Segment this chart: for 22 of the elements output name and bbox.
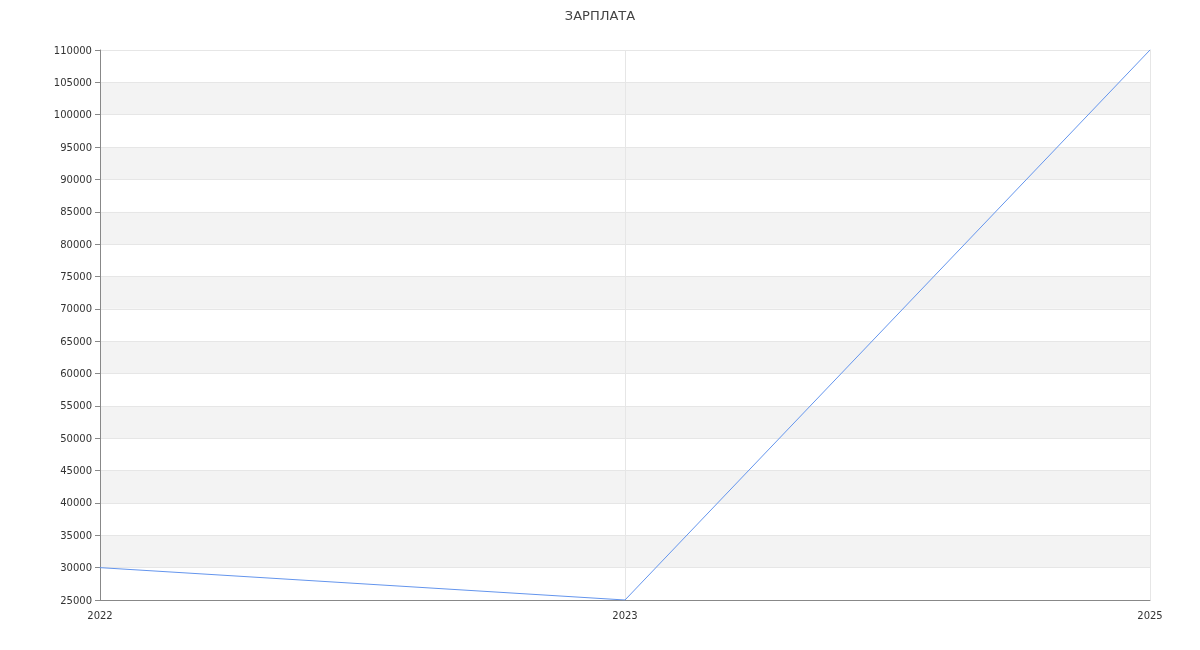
y-tick-label: 25000 xyxy=(60,594,92,606)
y-tick-label: 60000 xyxy=(60,368,92,380)
y-tick-label: 90000 xyxy=(60,173,92,185)
y-tick-label: 40000 xyxy=(60,497,92,509)
y-tick-label: 70000 xyxy=(60,303,92,315)
chart-title: ЗАРПЛАТА xyxy=(564,8,636,23)
y-tick-label: 35000 xyxy=(60,529,92,541)
y-tick-label: 75000 xyxy=(60,270,92,282)
y-tick-label: 110000 xyxy=(53,44,92,56)
y-tick-label: 80000 xyxy=(60,238,92,250)
y-tick-label: 45000 xyxy=(60,465,92,477)
y-tick-label: 85000 xyxy=(60,206,92,218)
y-tick-label: 30000 xyxy=(60,562,92,574)
y-tick-label: 100000 xyxy=(53,109,92,121)
x-tick-label: 2023 xyxy=(612,609,638,621)
x-tick-label: 2025 xyxy=(1137,609,1163,621)
x-tick-label: 2022 xyxy=(87,609,113,621)
y-tick-label: 95000 xyxy=(60,141,92,153)
y-tick-label: 50000 xyxy=(60,432,92,444)
y-tick-label: 65000 xyxy=(60,335,92,347)
y-tick-label: 55000 xyxy=(60,400,92,412)
y-tick-label: 105000 xyxy=(53,76,92,88)
